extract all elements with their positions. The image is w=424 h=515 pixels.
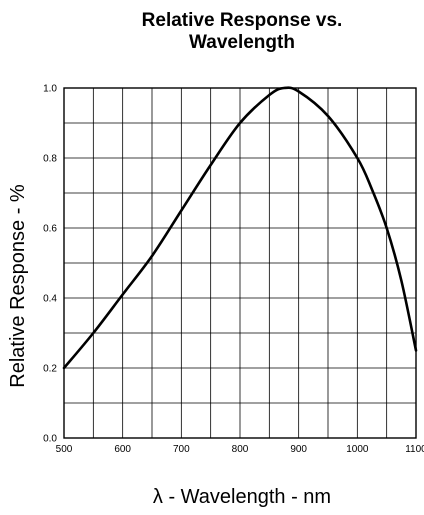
x-tick-label: 800	[232, 444, 249, 455]
chart-title: Relative Response vs. Wavelength	[142, 10, 343, 53]
series-layer	[62, 86, 418, 370]
y-axis-label: Relative Response - %	[7, 184, 29, 388]
x-tick-label: 900	[290, 444, 307, 455]
x-tick-label: 600	[114, 444, 131, 455]
x-tick-labels: 500 600 700 800 900 1000 1100	[56, 444, 424, 455]
plot-frame	[63, 87, 417, 439]
major-grid	[64, 88, 416, 438]
chart-title-line-1: Relative Response vs.	[142, 10, 343, 31]
x-tick-label: 700	[173, 444, 190, 455]
response-curve-line	[62, 86, 418, 370]
y-tick-label: 0.6	[43, 224, 57, 235]
y-tick-labels: 0.0 0.2 0.4 0.6 0.8 1.0	[43, 84, 57, 445]
y-tick-label: 0.0	[43, 434, 57, 445]
x-tick-label: 500	[56, 444, 73, 455]
y-tick-label: 0.4	[43, 294, 57, 305]
x-tick-label: 1100	[405, 444, 424, 455]
y-tick-label: 0.2	[43, 364, 57, 375]
y-tick-label: 0.8	[43, 154, 57, 165]
chart-title-line-2: Wavelength	[189, 32, 295, 53]
x-tick-label: 1000	[346, 444, 369, 455]
x-axis-label: λ - Wavelength - nm	[153, 486, 331, 508]
y-tick-label: 1.0	[43, 84, 57, 95]
